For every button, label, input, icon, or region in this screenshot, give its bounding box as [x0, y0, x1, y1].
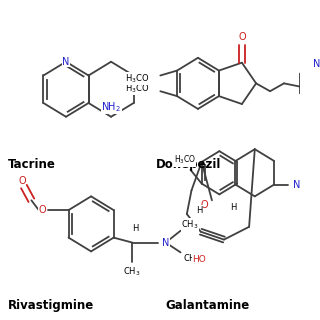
Text: Rivastigmine: Rivastigmine	[7, 299, 94, 312]
Text: O: O	[238, 32, 246, 42]
Text: CH$_3$: CH$_3$	[124, 266, 141, 278]
Text: H$_3$CO: H$_3$CO	[174, 154, 196, 166]
Text: CH$_3$: CH$_3$	[183, 252, 200, 265]
Text: N: N	[62, 57, 70, 67]
Text: H: H	[196, 206, 202, 215]
Text: H: H	[132, 224, 138, 233]
Text: O: O	[201, 200, 208, 210]
Text: HO: HO	[192, 255, 206, 264]
Text: N: N	[162, 237, 169, 248]
Text: O: O	[18, 176, 26, 186]
Text: N: N	[313, 59, 320, 69]
Text: Galantamine: Galantamine	[165, 299, 250, 312]
Text: H$_3$CO: H$_3$CO	[125, 82, 149, 94]
Text: O: O	[39, 205, 46, 215]
Text: Tacrine: Tacrine	[7, 158, 55, 171]
Text: N: N	[293, 180, 300, 189]
Text: NH$_2$: NH$_2$	[101, 100, 121, 114]
Text: H: H	[230, 203, 236, 212]
Text: Donepezil: Donepezil	[156, 158, 221, 171]
Text: CH$_3$: CH$_3$	[181, 219, 199, 231]
Text: H$_3$CO: H$_3$CO	[125, 72, 149, 85]
